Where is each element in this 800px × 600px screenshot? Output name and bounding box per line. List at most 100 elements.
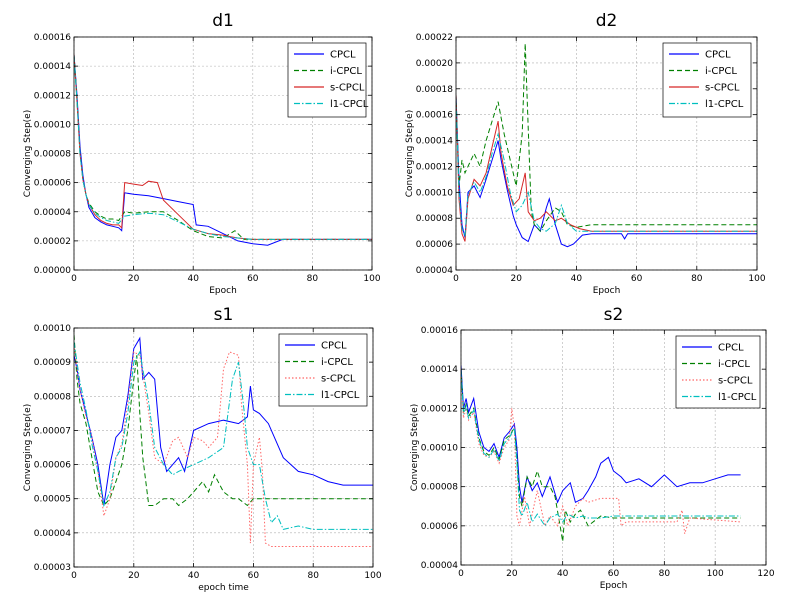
y-tick-label: 0.00006 [416, 240, 453, 250]
x-tick-label: 120 [757, 569, 774, 579]
series-line-l1-CPCL [74, 341, 373, 530]
legend-label: l1-CPCL [330, 99, 369, 110]
x-tick-label: 40 [187, 274, 199, 284]
y-tick-label: 0.00008 [34, 392, 71, 402]
y-axis-label: Converging Step(e) [23, 404, 33, 491]
y-tick-label: 0.00016 [421, 326, 458, 336]
y-tick-label: 0.00004 [421, 561, 458, 571]
y-tick-label: 0.00010 [34, 324, 71, 334]
y-tick-label: 0.00014 [34, 62, 71, 72]
x-tick-label: 60 [608, 569, 620, 579]
y-tick-label: 0.00006 [421, 522, 458, 532]
plot-frame [73, 327, 374, 568]
y-tick-label: 0.00007 [34, 426, 71, 436]
legend: CPCL i-CPCL s-CPCL l1-CPCL [675, 335, 761, 409]
legend-label: CPCL [330, 50, 356, 61]
x-tick-label: 20 [510, 274, 522, 284]
chart-d2: 0 20 40 60 80 100 0.00004 0.00006 0.00008 0.00010… [405, 11, 766, 296]
chart-d1: 0 20 40 60 80 100 0.00000 0.00002 0.00004 0.00006… [23, 11, 381, 296]
x-tick-label: 40 [557, 569, 569, 579]
x-tick-label: 100 [748, 274, 765, 284]
x-tick-label: 20 [128, 571, 140, 581]
legend-label: s-CPCL [705, 83, 740, 94]
legend-box [287, 42, 367, 118]
y-tick-label: 0.00004 [34, 208, 71, 218]
x-tick-label: 100 [364, 571, 381, 581]
y-tick-label: 0.00018 [416, 85, 453, 95]
x-axis-label: Epoch [209, 286, 237, 296]
y-tick-label: 0.00006 [34, 179, 71, 189]
x-tick-label: 80 [659, 569, 671, 579]
y-tick-label: 0.00012 [416, 162, 453, 172]
y-tick-label: 0.00005 [34, 495, 71, 505]
y-tick-label: 0.00020 [416, 59, 453, 69]
y-tick-label: 0.00010 [416, 188, 453, 198]
legend-label: i-CPCL [718, 359, 750, 370]
legend-label: i-CPCL [321, 357, 353, 368]
y-tick-label: 0.00012 [34, 91, 71, 101]
chart-s1: 0 20 40 60 80 100 0.00003 0.00004 0.00005 0.00006… [23, 305, 382, 593]
legend-box [662, 42, 752, 118]
series-line-l1-CPCL [461, 371, 741, 527]
series-line-l1-CPCL [456, 99, 757, 237]
y-axis-label: Converging Step(e) [23, 110, 33, 197]
legend-label: l1-CPCL [321, 390, 360, 401]
legend-label: i-CPCL [705, 66, 737, 77]
y-tick-label: 0.00010 [34, 120, 71, 130]
y-tick-label: 0.00008 [421, 483, 458, 493]
series-line-s-CPCL [456, 95, 757, 242]
x-tick-label: 80 [307, 274, 319, 284]
legend-label: CPCL [718, 343, 744, 354]
legend-label: i-CPCL [330, 66, 362, 77]
x-tick-label: 40 [571, 274, 583, 284]
y-tick-label: 0.00000 [34, 266, 71, 276]
legend-label: s-CPCL [718, 376, 753, 387]
plot-frame [455, 36, 758, 271]
legend: CPCL i-CPCL s-CPCL l1-CPCL [287, 42, 369, 118]
y-tick-label: 0.00004 [34, 529, 71, 539]
legend: CPCL i-CPCL s-CPCL l1-CPCL [662, 42, 752, 118]
y-tick-label: 0.00002 [34, 237, 71, 247]
series-line-CPCL [74, 336, 373, 506]
y-axis-label: Converging Step(e) [405, 110, 415, 197]
series-line-i-CPCL [74, 334, 373, 507]
series-line-s-CPCL [461, 373, 741, 534]
y-tick-label: 0.00014 [416, 137, 453, 147]
y-tick-label: 0.00008 [34, 150, 71, 160]
x-axis-label: epoch time [198, 583, 249, 593]
legend-label: CPCL [321, 341, 347, 352]
chart-title: s1 [214, 305, 234, 325]
x-tick-label: 60 [247, 274, 259, 284]
chart-title: s2 [604, 305, 624, 325]
y-tick-label: 0.00012 [421, 404, 458, 414]
y-tick-label: 0.00022 [416, 33, 453, 43]
y-tick-label: 0.00004 [416, 266, 453, 276]
y-tick-label: 0.00008 [416, 214, 453, 224]
legend-label: s-CPCL [330, 83, 365, 94]
chart-title: d1 [212, 11, 234, 31]
x-axis-label: Epoch [593, 286, 621, 296]
x-tick-label: 100 [707, 569, 724, 579]
x-tick-label: 80 [691, 274, 703, 284]
series-line-l1-CPCL [74, 55, 372, 240]
chart-s2: 0 20 40 60 80 100 120 0.00004 0.00006 0.00008 0.00… [410, 305, 775, 591]
legend-label: l1-CPCL [705, 99, 744, 110]
x-tick-label: 100 [363, 274, 380, 284]
y-tick-label: 0.00016 [416, 111, 453, 121]
legend: CPCL i-CPCL s-CPCL l1-CPCL [278, 333, 368, 407]
series-line-i-CPCL [461, 369, 741, 542]
legend-label: l1-CPCL [718, 392, 757, 403]
y-tick-label: 0.00016 [34, 33, 71, 43]
x-tick-label: 60 [248, 571, 260, 581]
x-tick-label: 60 [631, 274, 643, 284]
x-tick-label: 0 [71, 274, 77, 284]
x-tick-label: 20 [506, 569, 518, 579]
legend-label: CPCL [705, 50, 731, 61]
x-tick-label: 20 [128, 274, 140, 284]
y-tick-label: 0.00003 [34, 563, 71, 573]
x-axis-label: Epoch [600, 581, 628, 591]
x-tick-label: 40 [188, 571, 200, 581]
series-line-CPCL [461, 365, 741, 504]
y-axis-label: Converging Step(e) [410, 404, 420, 491]
